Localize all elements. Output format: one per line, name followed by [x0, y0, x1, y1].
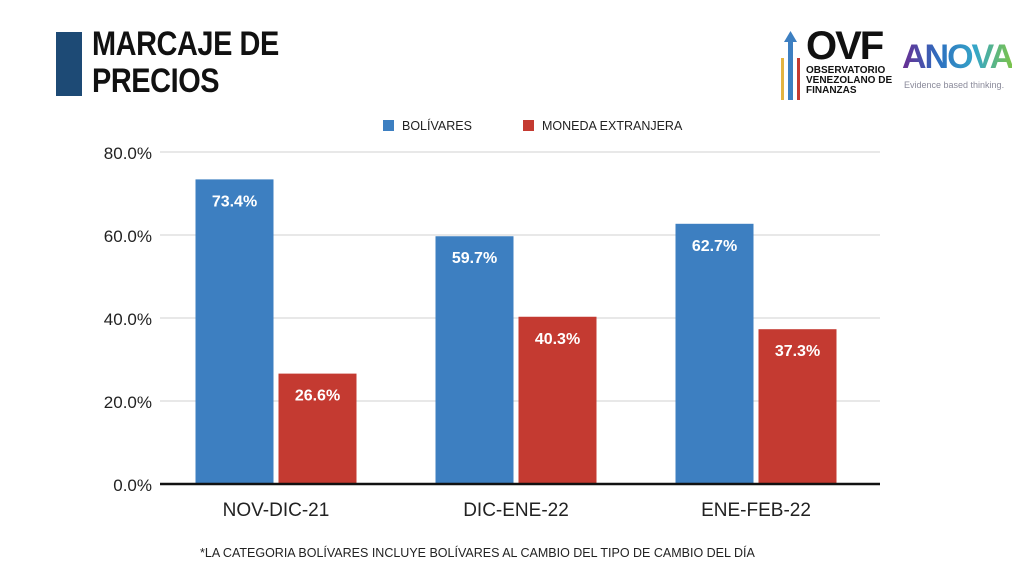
bar: [758, 329, 837, 484]
title-accent-bar: [56, 32, 82, 96]
ovf-logo: OVF OBSERVATORIO VENEZOLANO DE FINANZAS: [778, 24, 898, 100]
page-title: MARCAJE DE PRECIOS: [92, 25, 279, 100]
y-tick-label: 80.0%: [104, 144, 152, 163]
legend-label: MONEDA EXTRANJERA: [542, 119, 683, 133]
legend-swatch: [383, 120, 394, 131]
data-label: 40.3%: [535, 331, 580, 348]
data-label: 37.3%: [775, 343, 820, 360]
legend-label: BOLÍVARES: [402, 118, 472, 133]
y-tick-label: 0.0%: [113, 476, 152, 495]
bar: [278, 373, 357, 484]
bar: [675, 223, 754, 485]
bar: [195, 179, 274, 484]
data-label: 26.6%: [295, 388, 340, 405]
data-label: 73.4%: [212, 193, 257, 210]
data-label: 62.7%: [692, 238, 737, 255]
arrows-icon: [781, 31, 800, 100]
footnote: *LA CATEGORIA BOLÍVARES INCLUYE BOLÍVARE…: [200, 546, 755, 560]
x-tick-label: DIC-ENE-22: [463, 500, 569, 521]
bar: [435, 236, 514, 484]
anova-logo: ANOVA Evidence based thinking.: [902, 38, 1014, 90]
y-tick-label: 20.0%: [104, 393, 152, 412]
bar: [518, 316, 597, 484]
y-tick-label: 60.0%: [104, 227, 152, 246]
x-tick-label: NOV-DIC-21: [223, 500, 330, 521]
legend-swatch: [523, 120, 534, 131]
data-label: 59.7%: [452, 250, 497, 267]
x-tick-label: ENE-FEB-22: [701, 500, 811, 521]
y-tick-label: 40.0%: [104, 310, 152, 329]
